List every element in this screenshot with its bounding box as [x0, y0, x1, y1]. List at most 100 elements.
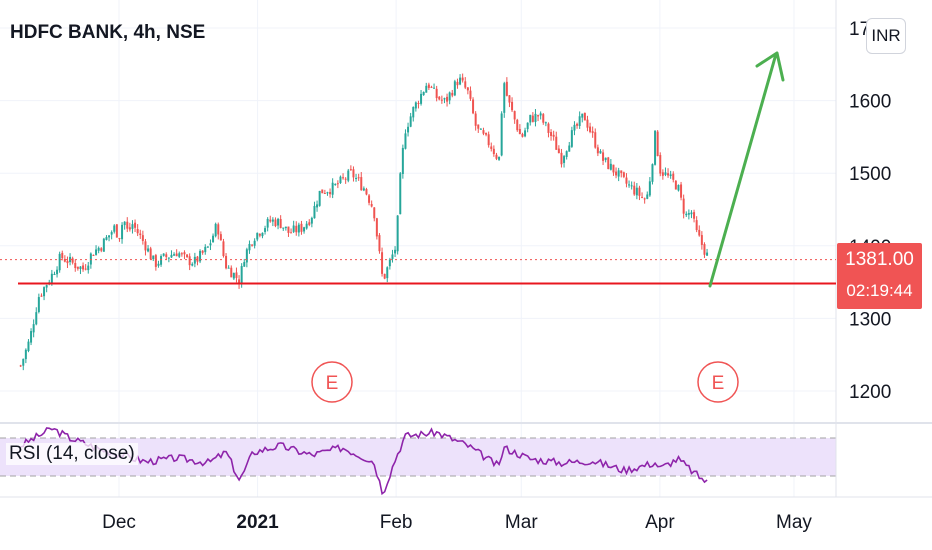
- candle-body: [526, 122, 529, 130]
- candle-body: [180, 253, 183, 255]
- candle-body: [443, 98, 446, 100]
- candle-body: [469, 90, 472, 99]
- candle-body: [66, 260, 69, 264]
- candle-body: [61, 252, 64, 259]
- candle-body: [635, 187, 638, 196]
- candle-body: [212, 235, 215, 243]
- candle-body: [435, 88, 438, 99]
- candle-body: [607, 157, 610, 170]
- candle-body: [235, 272, 238, 278]
- candle-body: [560, 152, 563, 165]
- candle-body: [199, 250, 202, 262]
- earnings-marker[interactable]: E: [311, 361, 353, 403]
- candle-body: [284, 226, 287, 229]
- candle-body: [321, 189, 324, 194]
- candle-body: [570, 130, 573, 147]
- chart-title: HDFC BANK, 4h, NSE: [10, 22, 206, 43]
- candle-body: [487, 134, 490, 146]
- candle-body: [58, 253, 61, 271]
- candle-body: [134, 222, 137, 228]
- candle-body: [110, 232, 113, 235]
- candle-body: [152, 255, 155, 260]
- time-tick-label: Dec: [102, 512, 136, 533]
- candle-body: [326, 192, 329, 194]
- candle-body: [256, 232, 259, 240]
- candle-body: [596, 147, 599, 154]
- candle-body: [251, 244, 254, 246]
- currency-button[interactable]: INR: [866, 18, 906, 54]
- candle-body: [537, 115, 540, 117]
- candle-body: [498, 156, 501, 160]
- candle-body: [219, 234, 222, 241]
- candle-body: [102, 238, 105, 252]
- candle-body: [217, 224, 220, 235]
- candle-body: [594, 132, 597, 148]
- candle-body: [334, 183, 337, 185]
- candle-body: [464, 81, 467, 88]
- rsi-band: [0, 438, 836, 476]
- chart-grid: [0, 0, 836, 497]
- candle-body: [316, 204, 319, 208]
- candle-body: [19, 365, 22, 367]
- rsi-label[interactable]: RSI (14, close): [6, 443, 138, 465]
- candle-body: [227, 267, 230, 269]
- candle-body: [659, 155, 662, 174]
- candle-body: [667, 173, 670, 176]
- candle-body: [344, 178, 347, 180]
- earnings-marker-circle: [697, 361, 739, 403]
- candle-body: [495, 154, 498, 159]
- candle-body: [609, 163, 612, 170]
- candle-body: [700, 235, 703, 245]
- candle-body: [123, 221, 126, 226]
- candle-body: [490, 146, 493, 149]
- candle-body: [524, 130, 527, 137]
- candle-body: [373, 207, 376, 219]
- candle-body: [591, 131, 594, 133]
- candle-body: [82, 265, 85, 270]
- candle-body: [583, 112, 586, 121]
- candle-body: [563, 156, 566, 163]
- candle-body: [542, 114, 545, 123]
- candle-body: [643, 198, 646, 200]
- earnings-marker[interactable]: E: [697, 361, 739, 403]
- candle-body: [503, 83, 506, 113]
- candle-body: [427, 84, 430, 88]
- candle-body: [365, 189, 368, 195]
- last-price-tag: 1381.00 02:19:44: [837, 243, 922, 309]
- forecast-arrow-head: [755, 51, 785, 82]
- candle-body: [295, 225, 298, 233]
- candle-body: [615, 171, 618, 176]
- candle-body: [282, 227, 285, 229]
- candle-body: [347, 170, 350, 181]
- candle-body: [508, 95, 511, 103]
- candle-body: [136, 229, 139, 234]
- candle-body: [139, 233, 142, 236]
- candle-body: [505, 81, 508, 96]
- candle-body: [513, 111, 516, 120]
- candle-body: [22, 358, 25, 366]
- candle-body: [118, 238, 121, 240]
- candle-body: [492, 148, 495, 155]
- candle-body: [240, 266, 243, 284]
- candle-body: [95, 249, 98, 255]
- candle-body: [669, 174, 672, 176]
- candle-body: [191, 263, 194, 266]
- candle-body: [518, 129, 521, 135]
- candle-body: [279, 218, 282, 229]
- candle-body: [461, 77, 464, 81]
- candle-body: [32, 324, 35, 333]
- candle-body: [230, 267, 233, 278]
- candle-body: [516, 119, 519, 131]
- candle-body: [420, 93, 423, 104]
- candle-body: [175, 253, 178, 257]
- candle-body: [544, 122, 547, 124]
- candle-body: [56, 269, 59, 275]
- earnings-marker-circle: [311, 361, 353, 403]
- candle-body: [612, 164, 615, 173]
- candle-body: [604, 157, 607, 161]
- bar-countdown: 02:19:44: [846, 281, 913, 300]
- candle-body: [253, 240, 256, 246]
- candle-body: [394, 249, 397, 254]
- candle-body: [160, 256, 163, 265]
